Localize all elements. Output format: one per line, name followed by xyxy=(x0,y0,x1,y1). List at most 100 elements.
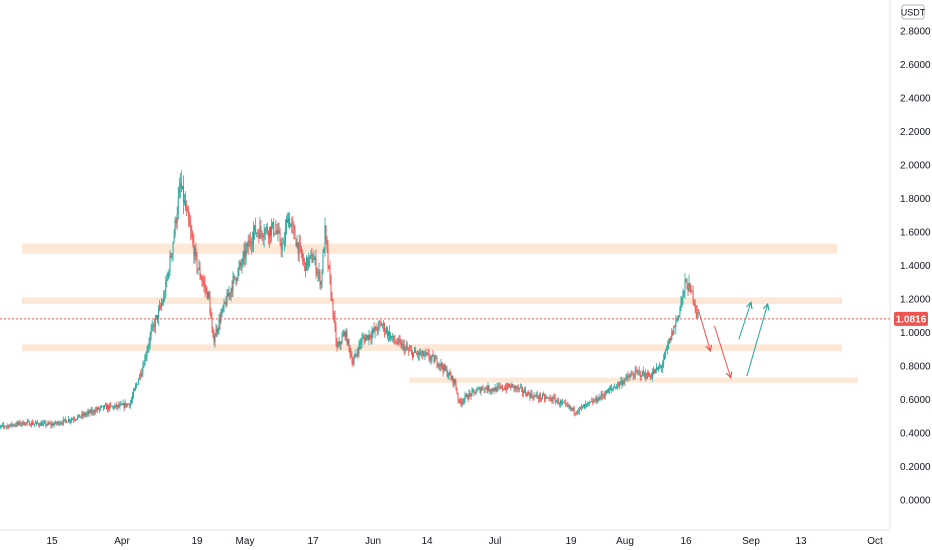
candle-body xyxy=(125,402,127,407)
candle-body xyxy=(229,292,231,294)
candle-body xyxy=(558,403,560,405)
candle-body xyxy=(533,395,535,399)
candle-body xyxy=(107,405,109,410)
candle-body xyxy=(376,330,378,331)
candle-body xyxy=(400,341,402,348)
candle-body xyxy=(511,384,513,388)
candle-body xyxy=(14,425,16,426)
candle-body xyxy=(482,387,484,390)
candle-body xyxy=(598,397,600,401)
candle-body xyxy=(441,362,443,368)
candle-body xyxy=(251,242,253,245)
candle-body xyxy=(20,424,22,425)
candle-body xyxy=(179,182,181,187)
candle-body xyxy=(410,350,412,352)
candle-body xyxy=(411,351,413,357)
candle-body xyxy=(98,408,100,410)
candle-body xyxy=(51,424,53,426)
candle-body xyxy=(222,308,224,309)
candle-body xyxy=(319,271,321,285)
candle-body xyxy=(577,411,579,413)
arrow-down-annotation xyxy=(697,308,710,351)
candle-body xyxy=(300,246,302,255)
candle-body xyxy=(140,374,142,376)
candle-body xyxy=(78,414,80,417)
candle-body xyxy=(255,225,257,234)
candle-body xyxy=(270,227,271,236)
candle-body xyxy=(637,371,639,372)
candle-body xyxy=(551,400,553,402)
candle-body xyxy=(141,372,143,376)
y-axis[interactable]: USDT 2.8000 2.6000 2.4000 2.2000 2.0000 1.800… xyxy=(889,0,931,530)
candle-body xyxy=(413,352,414,357)
candle-body xyxy=(171,253,173,258)
candle-body xyxy=(327,247,329,266)
y-tick-labels: 2.8000 2.6000 2.4000 2.2000 2.0000 1.8000 1.60… xyxy=(900,27,931,507)
candle-body xyxy=(354,354,356,359)
candle-body xyxy=(44,422,46,424)
candle-body xyxy=(112,406,114,408)
y-tick-label: 1.2000 xyxy=(900,295,931,306)
x-tick-label: May xyxy=(236,536,255,547)
candle-body xyxy=(328,265,330,269)
candle-body xyxy=(81,413,83,417)
candle-body xyxy=(247,243,249,247)
candle-body xyxy=(164,295,166,297)
candle-body xyxy=(118,404,120,407)
candle-body xyxy=(615,386,617,389)
currency-badge[interactable]: USDT xyxy=(901,4,926,20)
candle-body xyxy=(101,405,103,407)
candle-body xyxy=(364,338,366,342)
candle-body xyxy=(697,316,699,318)
candle-body xyxy=(218,319,220,330)
candle-body xyxy=(287,219,288,223)
x-tick-label: 17 xyxy=(307,536,319,547)
candle-body xyxy=(90,410,92,413)
candle-body xyxy=(619,382,621,386)
y-tick-label: 0.6000 xyxy=(900,395,931,406)
candle-body xyxy=(614,386,616,388)
candle-body xyxy=(671,331,673,340)
candle-body xyxy=(73,419,75,420)
candle-body xyxy=(643,372,645,376)
x-axis[interactable]: 15 Apr 19 May 17 Jun 14 Jul 19 Aug 16 Sep 13 Oct xyxy=(0,529,890,547)
candle-body xyxy=(227,293,229,297)
candle-body xyxy=(120,404,122,405)
candle-body xyxy=(513,384,515,389)
candle-body xyxy=(644,372,646,378)
candle-body xyxy=(216,329,218,333)
candle-body xyxy=(263,235,265,238)
candle-body xyxy=(27,421,29,423)
candle-body xyxy=(660,366,662,368)
candle-body xyxy=(620,380,622,383)
candle-body xyxy=(613,388,615,389)
candle-body xyxy=(178,186,180,197)
candle-body xyxy=(345,331,347,337)
candle-body xyxy=(137,383,139,385)
candle-body xyxy=(190,225,192,232)
candle-body xyxy=(10,423,12,426)
candle-body xyxy=(379,323,381,325)
candle-body xyxy=(466,394,468,399)
candle-body xyxy=(288,218,290,223)
candle-body xyxy=(96,407,98,411)
candle-body xyxy=(672,331,674,335)
candle-body xyxy=(115,404,117,407)
candle-body xyxy=(548,397,550,399)
candle-body xyxy=(496,386,498,392)
candle-body xyxy=(147,346,149,352)
candle-body xyxy=(254,225,256,232)
candle-body xyxy=(641,371,643,377)
candle-body xyxy=(86,412,88,415)
candle-body xyxy=(169,256,171,273)
candle-body xyxy=(366,335,368,338)
candle-body xyxy=(485,387,487,389)
candle-body xyxy=(346,331,348,345)
candle-body xyxy=(32,424,34,425)
candle-body xyxy=(659,366,661,368)
candle-body xyxy=(16,422,18,426)
candle-body xyxy=(527,392,529,397)
candle-body xyxy=(591,400,593,402)
candle-body xyxy=(520,387,522,388)
